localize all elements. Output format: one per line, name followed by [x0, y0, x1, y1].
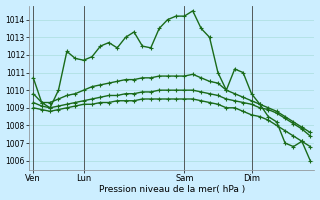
X-axis label: Pression niveau de la mer( hPa ): Pression niveau de la mer( hPa ) — [99, 185, 245, 194]
